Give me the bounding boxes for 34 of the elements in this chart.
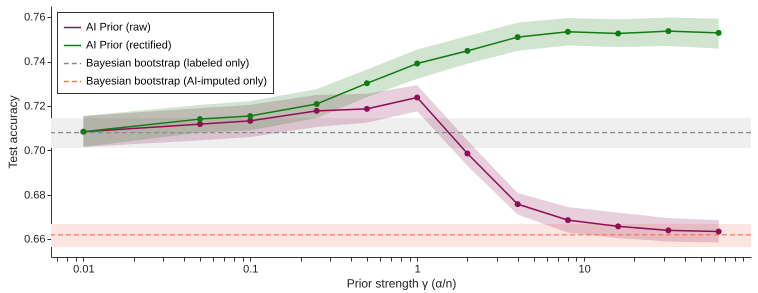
x-tick-label: 0.01 (73, 264, 95, 276)
point (615, 223, 622, 230)
point (716, 228, 722, 234)
point (665, 28, 672, 34)
point (464, 150, 470, 156)
point (564, 28, 571, 35)
x-tick-label: 0.1 (243, 264, 258, 276)
y-tick-label: 0.66 (24, 234, 46, 246)
y-axis-title: Test accuracy (6, 95, 20, 169)
point (314, 100, 320, 107)
legend-label: Bayesian bootstrap (labeled only) (86, 58, 250, 70)
legend-label: Bayesian bootstrap (AI-imputed only) (86, 76, 267, 88)
point (464, 48, 470, 54)
point (564, 217, 571, 224)
y-tick-label: 0.68 (24, 189, 46, 202)
point (414, 94, 420, 101)
point (364, 106, 370, 112)
point (414, 60, 420, 67)
y-tick-label: 0.70 (24, 144, 46, 157)
legend-label: AI Prior (rectified) (86, 40, 172, 52)
x-tick-label: 10 (578, 264, 591, 276)
point (665, 227, 672, 234)
y-tick-label: 0.76 (24, 12, 46, 24)
point (716, 30, 722, 36)
x-axis-title: Prior strength γ (α/n) (346, 276, 456, 290)
y-tick-label: 0.72 (24, 100, 46, 112)
legend-label: AI Prior (raw) (86, 22, 151, 34)
x-tick-label: 1 (414, 264, 421, 276)
point (364, 80, 370, 86)
y-tick-label: 0.74 (24, 56, 46, 68)
point (615, 30, 622, 37)
point (514, 34, 521, 40)
point (514, 201, 521, 208)
point (314, 108, 320, 114)
